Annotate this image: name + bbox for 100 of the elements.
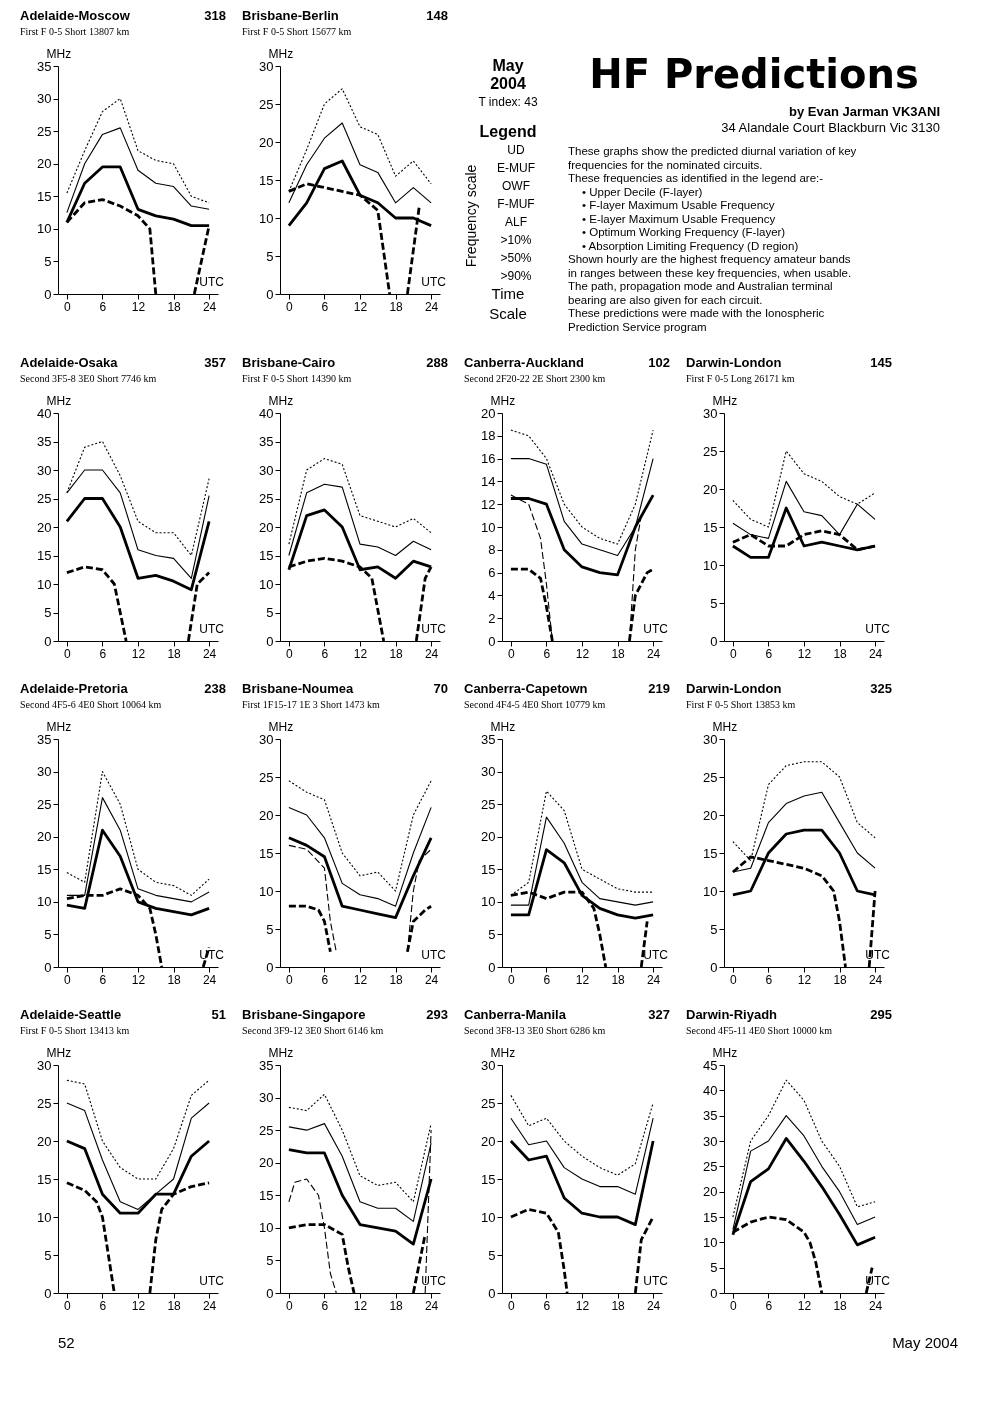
y-axis-title: MHz <box>712 719 738 734</box>
chart-subtitle: First F 0-5 Short 14390 km <box>242 373 352 384</box>
annotation: UTC <box>421 1274 447 1288</box>
y-tick-label: 15 <box>259 172 274 188</box>
y-tick-label: 10 <box>703 883 718 899</box>
y-tick-label: 10 <box>703 1234 718 1250</box>
y-tick-label: 12 <box>481 496 496 512</box>
chart-subtitle: Second 3F8-13 3E0 Short 6286 km <box>464 1025 606 1036</box>
y-tick-label: 45 <box>703 1057 718 1073</box>
y-axis-title: MHz <box>490 719 516 734</box>
y-tick-label: 35 <box>481 731 496 747</box>
chart-title: Adelaide-Pretoria <box>20 681 129 696</box>
y-tick-label: 30 <box>259 1090 274 1106</box>
x-tick-label: 18 <box>833 646 848 661</box>
y-tick-label: 30 <box>37 462 52 478</box>
y-tick-label: 20 <box>259 134 274 150</box>
chart-subtitle: Second 4F5-11 4E0 Short 10000 km <box>686 1025 833 1036</box>
text: bearing are also given for each circuit. <box>568 293 763 306</box>
y-tick-label: 0 <box>710 633 718 649</box>
y-tick-label: 5 <box>266 248 274 264</box>
y-tick-label: 8 <box>488 542 496 558</box>
y-tick-label: 5 <box>44 253 52 269</box>
y-tick-label: 25 <box>481 1095 496 1111</box>
x-tick-label: 24 <box>202 1298 217 1313</box>
chart-title: Canberra-Capetown <box>464 681 588 696</box>
y-tick-label: 10 <box>703 557 718 573</box>
y-tick-label: 25 <box>259 1122 274 1138</box>
y-tick-label: 2 <box>488 610 496 626</box>
x-tick-label: 12 <box>353 646 368 661</box>
y-tick-label: 10 <box>481 519 496 535</box>
y-tick-label: 10 <box>259 210 274 226</box>
x-tick-label: 6 <box>765 1298 773 1313</box>
text: Scale <box>489 305 527 322</box>
y-tick-label: 25 <box>37 491 52 506</box>
chart-subtitle: Second 3F5-8 3E0 Short 7746 km <box>20 373 157 384</box>
y-tick-label: 15 <box>37 548 52 563</box>
text: HF Predictions <box>589 51 919 97</box>
annotation: UTC <box>865 622 891 636</box>
x-tick-label: 18 <box>611 1298 626 1313</box>
y-tick-label: 0 <box>266 633 274 649</box>
text: 102 <box>648 355 670 370</box>
chart-subtitle: Second 4F4-5 4E0 Short 10779 km <box>464 699 606 710</box>
annotation: UTC <box>421 275 447 289</box>
y-tick-label: 10 <box>37 221 52 237</box>
y-tick-label: 5 <box>710 921 718 937</box>
y-tick-label: 5 <box>710 595 718 611</box>
text: May 2004 <box>490 57 526 92</box>
annotation: UTC <box>865 1274 891 1288</box>
x-tick-label: 24 <box>202 299 217 314</box>
text: • F-layer Maximum Usable Frequency <box>582 199 775 211</box>
x-tick-label: 0 <box>730 1298 738 1313</box>
x-tick-label: 24 <box>424 299 439 314</box>
text: Shown hourly are the highest frequency amateur bands <box>568 253 851 265</box>
text: 51 <box>211 1007 226 1022</box>
x-tick-label: 24 <box>868 972 883 987</box>
y-tick-label: 0 <box>488 959 496 975</box>
annotation: UTC <box>199 1274 225 1288</box>
text: 148 <box>426 8 448 23</box>
x-tick-label: 18 <box>833 1298 848 1313</box>
x-tick-label: 0 <box>64 1298 72 1313</box>
y-tick-label: 25 <box>259 491 274 506</box>
y-tick-label: 30 <box>259 462 274 478</box>
x-tick-label: 0 <box>508 646 516 661</box>
x-tick-label: 18 <box>167 1298 182 1313</box>
y-tick-label: 10 <box>259 576 274 592</box>
chart-subtitle: Second 3F9-12 3E0 Short 6146 km <box>242 1025 384 1036</box>
y-tick-label: 20 <box>259 807 274 823</box>
x-tick-label: 6 <box>543 972 551 987</box>
y-tick-label: 30 <box>481 1057 496 1073</box>
y-tick-label: 10 <box>481 894 496 910</box>
text: 295 <box>870 1007 892 1022</box>
x-tick-label: 18 <box>167 646 182 661</box>
y-tick-label: 5 <box>488 926 496 942</box>
x-tick-label: 12 <box>131 299 146 314</box>
y-tick-label: 35 <box>37 434 52 449</box>
x-tick-label: 6 <box>99 972 107 987</box>
y-tick-label: 20 <box>703 481 718 497</box>
annotation: UTC <box>421 622 447 636</box>
annotation: UTC <box>865 948 891 962</box>
text: 293 <box>426 1007 448 1022</box>
y-axis-title: MHz <box>46 393 72 408</box>
text: 145 <box>870 355 892 370</box>
x-tick-label: 6 <box>321 299 329 314</box>
y-tick-label: 35 <box>37 58 52 74</box>
y-tick-label: 35 <box>703 1108 718 1124</box>
annotation: UTC <box>643 1274 669 1288</box>
x-tick-label: 12 <box>131 646 146 661</box>
y-tick-label: 16 <box>481 451 496 467</box>
y-tick-label: 25 <box>481 796 496 812</box>
chart-subtitle: First F 0-5 Short 13413 km <box>20 1025 130 1036</box>
x-tick-label: 24 <box>868 1298 883 1313</box>
y-axis-title: MHz <box>46 719 72 734</box>
text: 70 <box>433 681 448 696</box>
x-tick-label: 18 <box>611 646 626 661</box>
x-tick-label: 18 <box>611 972 626 987</box>
text: T index: 43 <box>478 95 538 109</box>
x-tick-label: 12 <box>131 1298 146 1313</box>
y-tick-label: 30 <box>703 1133 718 1149</box>
x-tick-label: 6 <box>765 972 773 987</box>
text: May 2004 <box>892 1334 958 1351</box>
